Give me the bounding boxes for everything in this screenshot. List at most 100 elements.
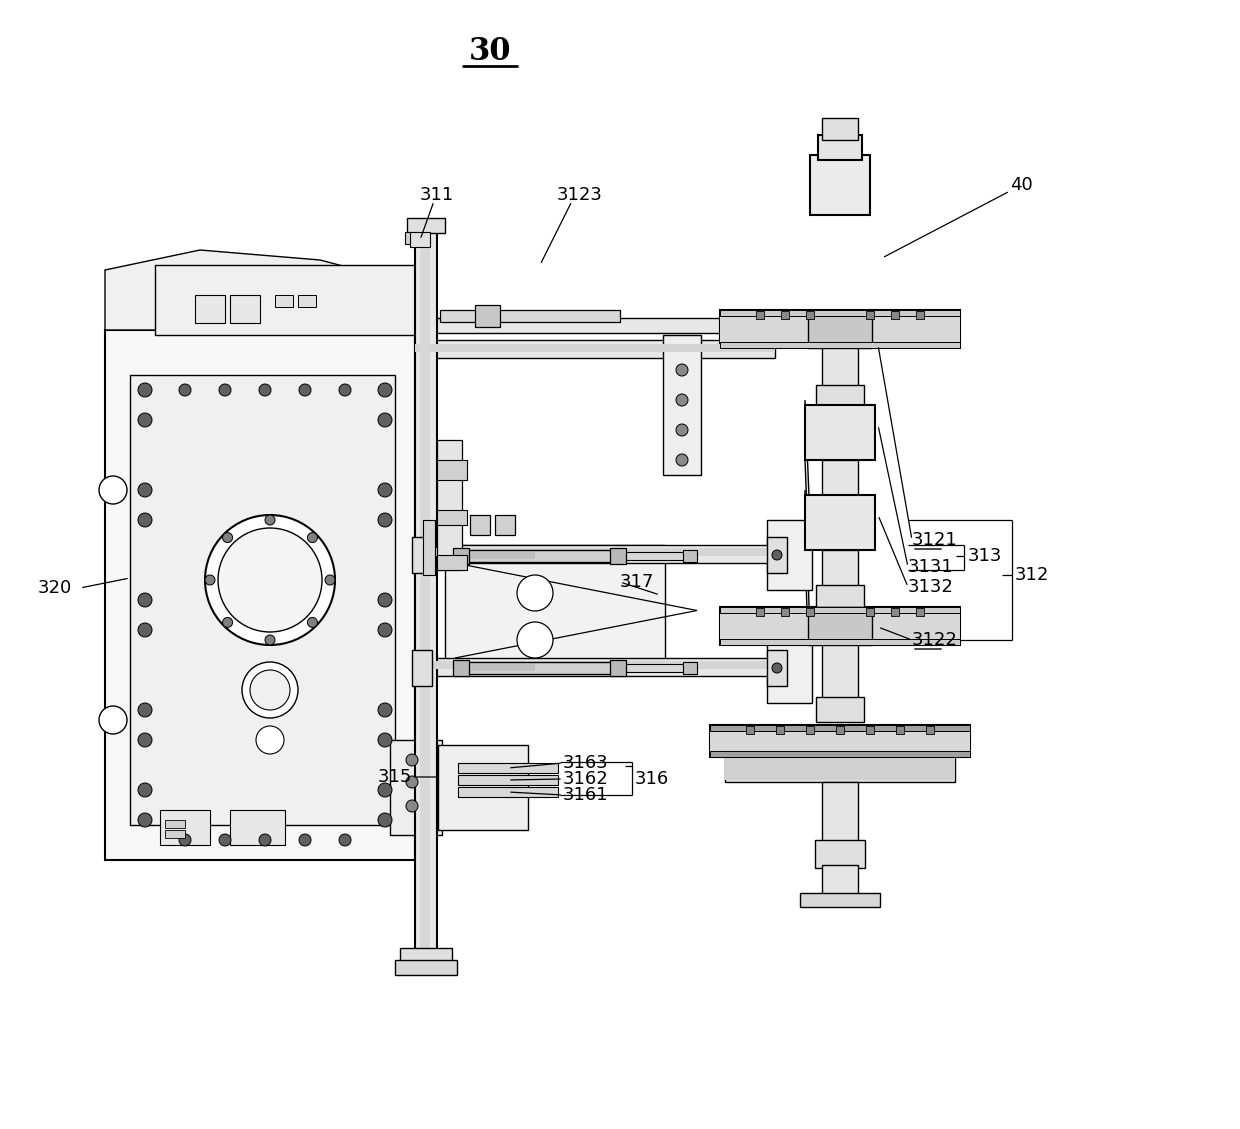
Circle shape [138, 483, 153, 497]
Polygon shape [805, 400, 810, 589]
Bar [776, 726, 784, 734]
Bar [720, 313, 960, 345]
Circle shape [222, 533, 233, 543]
Circle shape [676, 364, 688, 376]
Bar [816, 585, 864, 607]
Bar [720, 607, 960, 613]
Bar [866, 726, 874, 734]
Circle shape [405, 776, 418, 788]
Text: 3163: 3163 [563, 754, 609, 772]
Bar [720, 607, 960, 645]
Circle shape [99, 476, 126, 504]
Bar [458, 787, 558, 797]
Circle shape [378, 813, 392, 828]
Circle shape [299, 384, 311, 396]
Bar [720, 610, 960, 642]
Bar [810, 155, 870, 215]
Bar [822, 865, 858, 895]
Bar [768, 520, 812, 590]
Circle shape [259, 384, 272, 396]
Bar [415, 545, 780, 563]
Circle shape [299, 834, 311, 846]
Bar [453, 548, 469, 564]
Bar [725, 758, 955, 780]
Circle shape [138, 513, 153, 527]
Circle shape [676, 454, 688, 466]
Bar [816, 385, 864, 406]
Bar [720, 310, 960, 348]
Circle shape [138, 593, 153, 607]
Text: 3121: 3121 [911, 531, 957, 549]
Bar [391, 739, 441, 835]
Circle shape [308, 533, 317, 543]
Bar [298, 295, 316, 307]
Text: 320: 320 [38, 579, 72, 597]
Bar [415, 660, 780, 669]
Bar [412, 650, 432, 686]
Bar [455, 552, 534, 559]
Circle shape [676, 394, 688, 406]
Bar [720, 310, 960, 316]
Bar [155, 265, 415, 335]
Circle shape [308, 618, 317, 628]
Bar [415, 658, 780, 676]
Bar [625, 664, 684, 672]
Circle shape [242, 662, 298, 718]
Text: 316: 316 [635, 770, 670, 788]
Bar [470, 515, 490, 535]
Circle shape [265, 515, 275, 525]
Bar [892, 609, 899, 616]
Circle shape [378, 383, 392, 397]
Text: 312: 312 [1016, 566, 1049, 584]
Circle shape [378, 483, 392, 497]
Bar [453, 660, 469, 676]
Bar [165, 820, 185, 828]
Bar [458, 763, 558, 773]
Circle shape [265, 634, 275, 645]
Bar [720, 342, 960, 348]
Bar [420, 225, 430, 955]
Bar [610, 660, 626, 676]
Bar [897, 726, 904, 734]
Circle shape [378, 593, 392, 607]
Bar [495, 515, 515, 535]
Bar [436, 510, 467, 525]
Circle shape [99, 706, 126, 734]
Text: 3132: 3132 [908, 578, 954, 596]
Bar [711, 725, 970, 730]
Text: 3161: 3161 [563, 786, 609, 804]
Bar [105, 330, 415, 860]
Bar [165, 830, 185, 838]
Bar [805, 495, 875, 550]
Circle shape [138, 703, 153, 717]
Bar [412, 537, 432, 574]
Bar [438, 745, 528, 830]
Bar [610, 548, 626, 564]
Text: 3122: 3122 [911, 631, 957, 649]
Circle shape [138, 733, 153, 747]
Bar [405, 231, 417, 244]
Bar [768, 650, 787, 686]
Circle shape [405, 800, 418, 812]
Circle shape [378, 784, 392, 797]
Circle shape [179, 834, 191, 846]
Bar [683, 662, 697, 674]
Bar [768, 537, 787, 574]
Text: 313: 313 [968, 546, 1002, 564]
Bar [436, 460, 467, 480]
Text: 3162: 3162 [563, 770, 609, 788]
Text: 3131: 3131 [908, 558, 954, 576]
Bar [806, 726, 813, 734]
Bar [916, 609, 924, 616]
Bar [866, 310, 874, 320]
Circle shape [138, 784, 153, 797]
Circle shape [138, 383, 153, 397]
Bar [808, 607, 872, 645]
Bar [781, 310, 789, 320]
Bar [410, 231, 430, 247]
Bar [815, 840, 866, 868]
Bar [229, 809, 285, 844]
Circle shape [378, 733, 392, 747]
Text: 3123: 3123 [557, 186, 603, 204]
Bar [711, 751, 970, 758]
